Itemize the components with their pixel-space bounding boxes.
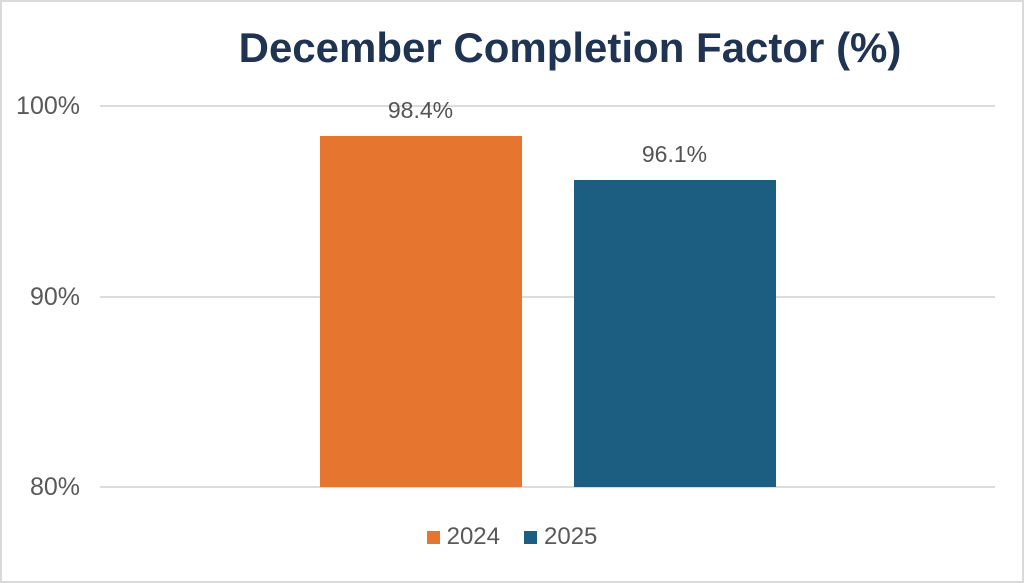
- legend-label-2025: 2025: [544, 523, 598, 550]
- chart-title: December Completion Factor (%): [238, 24, 902, 71]
- y-axis-tick-label: 100%: [16, 92, 80, 120]
- gridline-90: [100, 295, 995, 298]
- legend-swatch-2025: [524, 530, 537, 544]
- legend-item-2024: 2024: [426, 523, 500, 551]
- bar-2025: [573, 180, 776, 487]
- legend-item-2025: 2025: [524, 523, 597, 551]
- bar-2024: [319, 136, 522, 487]
- legend-label-2024: 2024: [446, 523, 500, 550]
- data-label-2025: 96.1%: [641, 141, 708, 168]
- y-axis-tick-label: 90%: [29, 282, 80, 311]
- gridline-100: [100, 105, 995, 107]
- data-label-2024: 98.4%: [387, 97, 454, 124]
- legend-swatch-2024: [426, 530, 440, 544]
- legend: 2024 2025: [2, 523, 1022, 551]
- gridline-80: [100, 486, 995, 488]
- y-axis-tick-label: 80%: [29, 473, 80, 501]
- plot-area: 98.4% 96.1%: [100, 97, 995, 488]
